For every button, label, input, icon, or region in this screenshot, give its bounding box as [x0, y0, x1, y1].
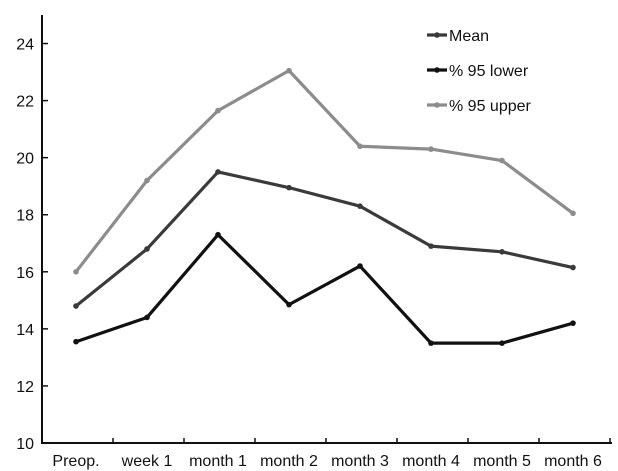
x-tick-label: month 2 [260, 453, 318, 470]
data-point [357, 263, 363, 269]
data-point [73, 269, 79, 275]
data-point [428, 146, 434, 152]
data-point [499, 249, 505, 255]
series-line [75, 233, 574, 345]
data-point [73, 303, 79, 309]
data-point [215, 231, 221, 238]
legend-marker [434, 67, 440, 73]
data-point [357, 143, 363, 150]
y-tick-label: 22 [16, 94, 34, 111]
data-point [144, 314, 150, 321]
y-tick-label: 10 [16, 436, 34, 453]
data-point [570, 210, 576, 217]
legend: Mean % 95 lower % 95 upper [427, 28, 532, 115]
y-tick-label: 12 [16, 379, 34, 396]
data-point [286, 184, 292, 191]
legend-label: % 95 upper [449, 98, 532, 115]
data-point [428, 340, 434, 346]
x-tick-label: Preop. [52, 453, 99, 470]
x-tick-label: month 1 [189, 453, 247, 470]
legend-label: Mean [449, 28, 489, 45]
data-point [357, 203, 363, 209]
x-tick-label: month 6 [544, 453, 602, 470]
data-point [570, 320, 576, 326]
series-line [74, 170, 574, 308]
data-point [73, 338, 79, 345]
data-point [286, 67, 292, 74]
x-tick-label: week 1 [121, 453, 173, 470]
x-tick-label: month 4 [402, 453, 460, 470]
data-point [144, 246, 150, 252]
data-point [215, 107, 221, 114]
axes: 10 12 14 16 18 20 22 24 Preop. week 1 month 1 month… [16, 15, 612, 470]
data-point [428, 243, 434, 249]
y-tick-label: 20 [16, 151, 34, 168]
series-layer [73, 67, 576, 346]
data-point [499, 157, 505, 164]
y-tick-label: 24 [16, 37, 34, 54]
data-point [144, 177, 150, 184]
data-point [286, 301, 292, 308]
data-point [215, 169, 221, 175]
y-tick-label: 14 [16, 322, 34, 339]
data-point [570, 264, 576, 271]
data-point [499, 340, 505, 346]
x-tick-label: month 3 [331, 453, 389, 470]
y-tick-label: 16 [16, 265, 34, 282]
legend-marker [434, 32, 440, 38]
y-tick-label: 18 [16, 208, 34, 225]
legend-marker [434, 102, 440, 108]
series-line [74, 69, 574, 273]
x-tick-label: month 5 [473, 453, 531, 470]
legend-label: % 95 lower [449, 63, 529, 80]
